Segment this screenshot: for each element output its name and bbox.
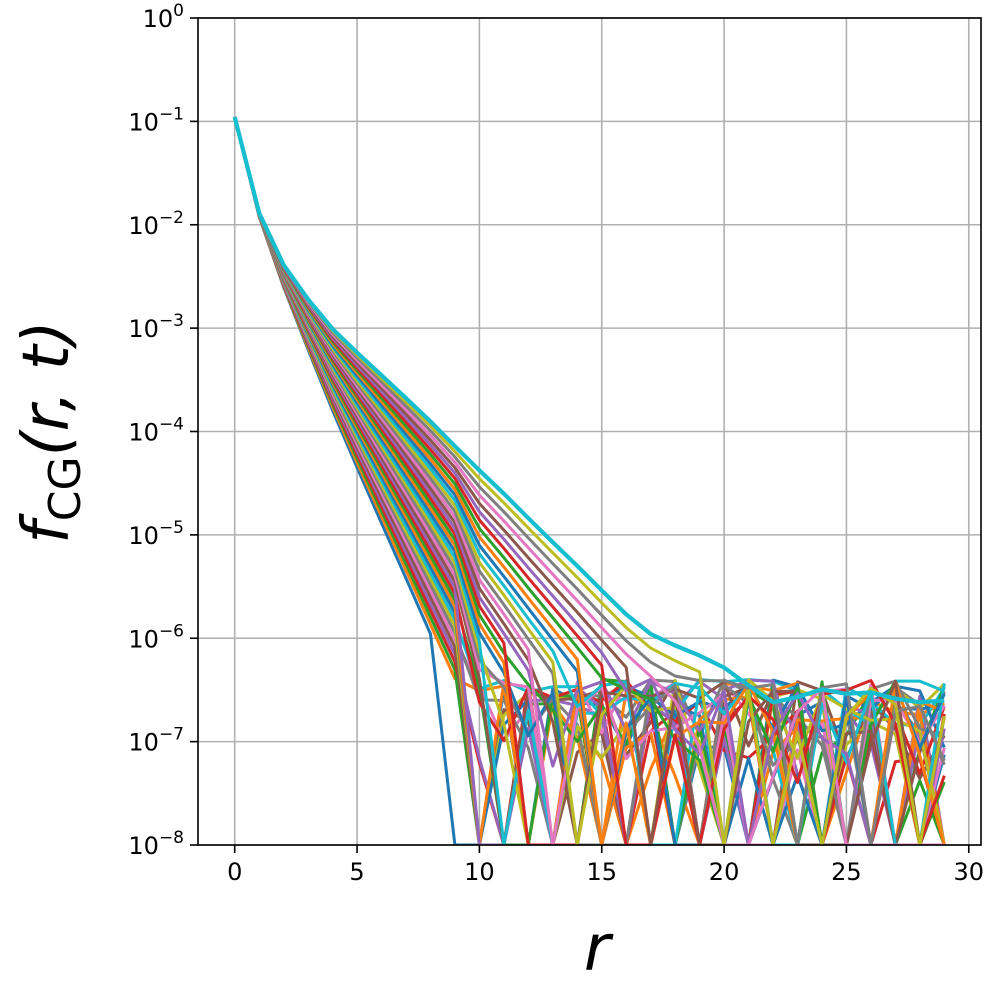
y-tick-base: 10	[128, 108, 159, 136]
y-tick-base: 10	[143, 5, 174, 33]
series-line	[233, 116, 945, 845]
y-tick-exponent: −3	[159, 311, 184, 331]
series-line	[232, 116, 945, 705]
series-line	[233, 116, 945, 845]
y-tick-label: 10−4	[128, 415, 184, 447]
x-tick-label: 10	[464, 858, 495, 886]
y-tick-exponent: −6	[159, 621, 184, 641]
y-tick-exponent: −2	[159, 208, 184, 228]
y-tick-base: 10	[128, 212, 159, 240]
x-tick-label: 15	[586, 858, 617, 886]
x-tick-label: 25	[831, 858, 862, 886]
y-tick-label: 100	[143, 1, 184, 33]
y-tick-label: 10−5	[128, 518, 184, 550]
y-tick-exponent: −7	[159, 725, 184, 745]
series-group	[232, 116, 946, 845]
x-tick-label: 30	[953, 858, 984, 886]
y-tick-base: 10	[128, 315, 159, 343]
y-axis-label-args: (r, t)	[10, 320, 84, 456]
x-tick-label: 20	[709, 858, 740, 886]
series-line	[233, 116, 945, 845]
y-tick-base: 10	[128, 419, 159, 447]
x-tick-label: 0	[227, 858, 242, 886]
y-tick-label: 10−8	[128, 828, 184, 860]
x-tick-label: 5	[349, 858, 364, 886]
x-axis-label: r	[584, 912, 614, 986]
series-line	[233, 116, 945, 845]
series-line	[233, 116, 946, 845]
y-axis-label: fCG(r, t)	[10, 320, 91, 544]
y-tick-exponent: −8	[159, 828, 184, 848]
y-tick-exponent: −1	[159, 104, 184, 124]
y-tick-base: 10	[128, 522, 159, 550]
y-axis-label-subscript: CG	[40, 456, 91, 521]
ticks: 0 5 10 15 20 25 3010010−110−210−310−410−510−61…	[128, 1, 984, 886]
series-line	[233, 116, 946, 845]
y-tick-exponent: −5	[159, 518, 184, 538]
y-tick-label: 10−2	[128, 208, 184, 240]
y-tick-base: 10	[128, 832, 159, 860]
series-line	[233, 116, 946, 845]
y-tick-label: 10−1	[128, 104, 184, 136]
y-tick-exponent: −4	[159, 415, 184, 435]
series-line	[233, 116, 946, 845]
y-tick-label: 10−6	[128, 621, 184, 653]
y-tick-base: 10	[128, 729, 159, 757]
series-line	[233, 116, 946, 845]
y-tick-exponent: 0	[173, 1, 184, 21]
series-line	[233, 116, 946, 845]
y-tick-label: 10−3	[128, 311, 184, 343]
y-tick-label: 10−7	[128, 725, 184, 757]
y-tick-base: 10	[128, 625, 159, 653]
